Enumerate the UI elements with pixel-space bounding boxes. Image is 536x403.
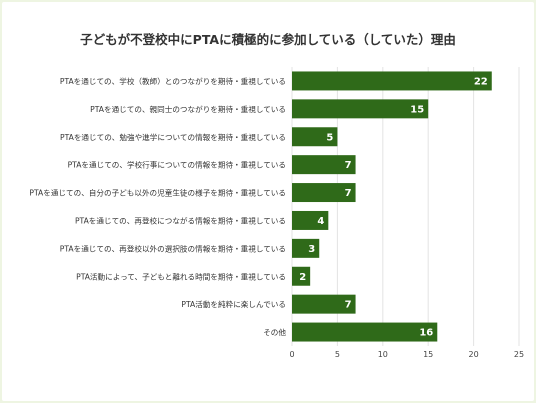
x-tick-label: 5 (335, 350, 340, 359)
x-tick-label: 25 (514, 350, 524, 359)
category-labels: PTAを通じての、学校（教師）とのつながりを期待・重視している PTAを通じての、… (29, 76, 286, 337)
category-label: その他 (263, 327, 286, 337)
bar (292, 322, 438, 342)
bars: 22 15 5 7 7 4 3 2 7 16 (292, 71, 492, 342)
category-label: PTAを通じての、学校行事についての情報を期待・重視している (68, 160, 286, 170)
x-tick-label: 10 (378, 350, 388, 359)
category-label: PTAを通じての、勉強や進学についての情報を期待・重視している (60, 132, 286, 142)
bar-value-label: 4 (317, 216, 324, 227)
bar (292, 99, 429, 119)
bar (292, 71, 492, 91)
chart-title: 子どもが不登校中にPTAに積極的に参加している（していた）理由 (80, 32, 456, 47)
bar (292, 294, 356, 314)
bar-value-label: 7 (345, 300, 352, 311)
category-label: PTAを通じての、自分の子ども以外の児童生徒の様子を期待・重視している (29, 188, 286, 198)
bar-value-label: 22 (474, 76, 488, 87)
bar-value-label: 15 (410, 104, 424, 115)
bar (292, 127, 338, 147)
category-label: PTAを通じての、再登校につながる情報を期待・重視している (75, 215, 286, 225)
bar-value-label: 16 (419, 328, 433, 339)
bar (292, 183, 356, 203)
category-label: PTAを通じての、学校（教師）とのつながりを期待・重視している (60, 76, 286, 86)
x-axis-ticks: 0 5 10 15 20 25 (289, 350, 524, 359)
bar (292, 210, 329, 230)
x-tick-label: 20 (469, 350, 479, 359)
category-label: PTAを通じての、再登校以外の選択肢の情報を期待・重視している (60, 243, 286, 253)
x-tick-label: 15 (423, 350, 433, 359)
bar-value-label: 2 (299, 272, 306, 283)
category-label: PTA活動によって、子どもと離れる時間を期待・重視している (76, 271, 286, 281)
bar-value-label: 3 (308, 244, 315, 255)
bar-value-label: 5 (326, 132, 333, 143)
x-tick-label: 0 (289, 350, 294, 359)
category-label: PTA活動を純粋に楽しんでいる (181, 299, 286, 309)
bar-value-label: 7 (345, 160, 352, 171)
bar (292, 238, 320, 258)
bar-value-label: 7 (345, 188, 352, 199)
bar (292, 266, 311, 286)
category-label: PTAを通じての、親同士のつながりを期待・重視している (90, 104, 286, 114)
bar (292, 155, 356, 175)
